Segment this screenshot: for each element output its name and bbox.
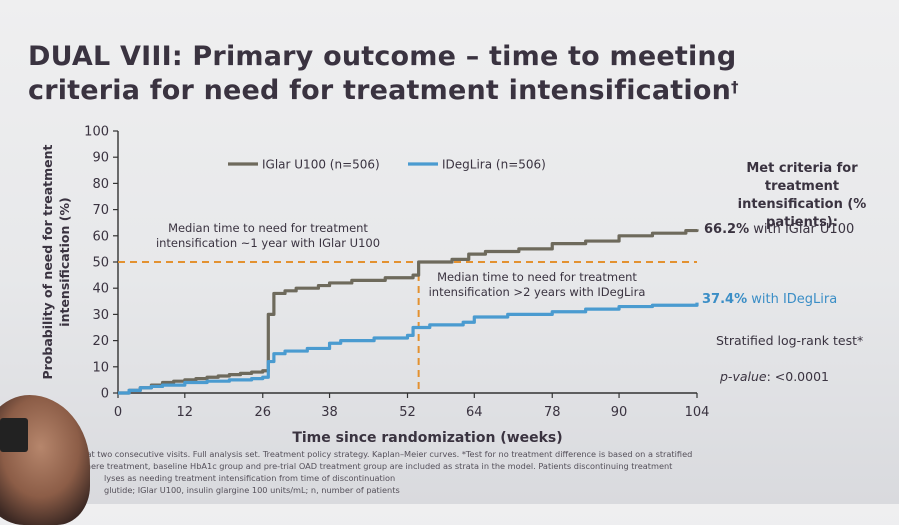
glar-end-value: 66.2% xyxy=(704,222,750,237)
annotation-iglar: Median time to need for treatment xyxy=(168,221,368,235)
x-tick-label: 64 xyxy=(466,405,483,420)
footnote-line: set where treatment, baseline HbA1c grou… xyxy=(64,461,673,471)
y-tick-label: 60 xyxy=(92,229,109,244)
legend-label-iglar: IGlar U100 (n=506) xyxy=(262,158,380,172)
x-tick-label: 26 xyxy=(254,405,271,420)
x-tick-label: 12 xyxy=(177,405,194,420)
y-tick-label: 50 xyxy=(92,256,109,271)
y-tick-label: 70 xyxy=(92,203,109,218)
series-iglar-line xyxy=(118,228,699,395)
stat-test: Stratified log-rank test* xyxy=(716,333,864,348)
x-tick-label: 38 xyxy=(321,405,338,420)
x-tick-label: 104 xyxy=(685,405,710,420)
legend-label-ideglira: IDegLira (n=506) xyxy=(442,158,546,172)
x-axis-label: Time since randomization (weeks) xyxy=(292,430,562,446)
title-line-1: DUAL VIII: Primary outcome – time to mee… xyxy=(28,41,737,72)
y-tick-label: 0 xyxy=(101,387,109,402)
x-tick-label: 0 xyxy=(114,405,122,420)
x-tick-label: 90 xyxy=(611,405,628,420)
y-tick-label: 40 xyxy=(92,282,109,297)
y-tick-label: 10 xyxy=(92,360,109,375)
series-ideglira-line xyxy=(118,302,699,395)
stat-p: p-value: <0.0001 xyxy=(720,369,829,384)
y-tick-label: 80 xyxy=(92,177,109,192)
y-tick-label: 30 xyxy=(92,308,109,323)
km-chart: 0 10 20 30 40 50 60 70 80 90 100 0 12 26 38 52 64 78 90 104… xyxy=(40,125,710,447)
y-axis-label: Probability of need for treatment xyxy=(40,144,55,379)
x-tick-label: 52 xyxy=(399,405,416,420)
stat-p-label: p-value xyxy=(720,369,767,384)
glar-end-text: with IGlar U100 xyxy=(749,222,855,237)
slide-title: DUAL VIII: Primary outcome – time to mee… xyxy=(28,40,888,108)
annotation-ideglira: intensification >2 years with IDegLira xyxy=(429,285,646,299)
title-line-2: criteria for need for treatment intensif… xyxy=(28,75,732,106)
y-tick-label: 20 xyxy=(92,334,109,349)
audience-phone xyxy=(0,418,28,452)
degl-end-text: with IDegLira xyxy=(747,292,838,307)
footnote: ~7% at two consecutive visits. Full anal… xyxy=(64,448,894,496)
glar-end-label: 66.2% with IGlar U100 xyxy=(704,222,854,237)
x-tick-label: 78 xyxy=(544,405,561,420)
y-tick-label: 100 xyxy=(84,125,109,140)
annotation-iglar: intensification ~1 year with IGlar U100 xyxy=(156,236,380,250)
footnote-line: glutide; IGlar U100, insulin glargine 10… xyxy=(104,485,400,495)
footnote-line: ~7% at two consecutive visits. Full anal… xyxy=(64,449,693,459)
degl-end-label: 37.4% with IDegLira xyxy=(702,292,837,307)
footnote-line: lyses as needing treatment intensificati… xyxy=(104,473,396,483)
title-dagger: † xyxy=(731,78,739,96)
y-tick-label: 90 xyxy=(92,151,109,166)
side-heading: Met criteria for treatment intensificati… xyxy=(737,161,867,230)
degl-end-value: 37.4% xyxy=(702,292,748,307)
y-axis-label: intensification (%) xyxy=(57,197,72,326)
stat-p-value: : <0.0001 xyxy=(766,369,829,384)
annotation-ideglira: Median time to need for treatment xyxy=(437,270,637,284)
